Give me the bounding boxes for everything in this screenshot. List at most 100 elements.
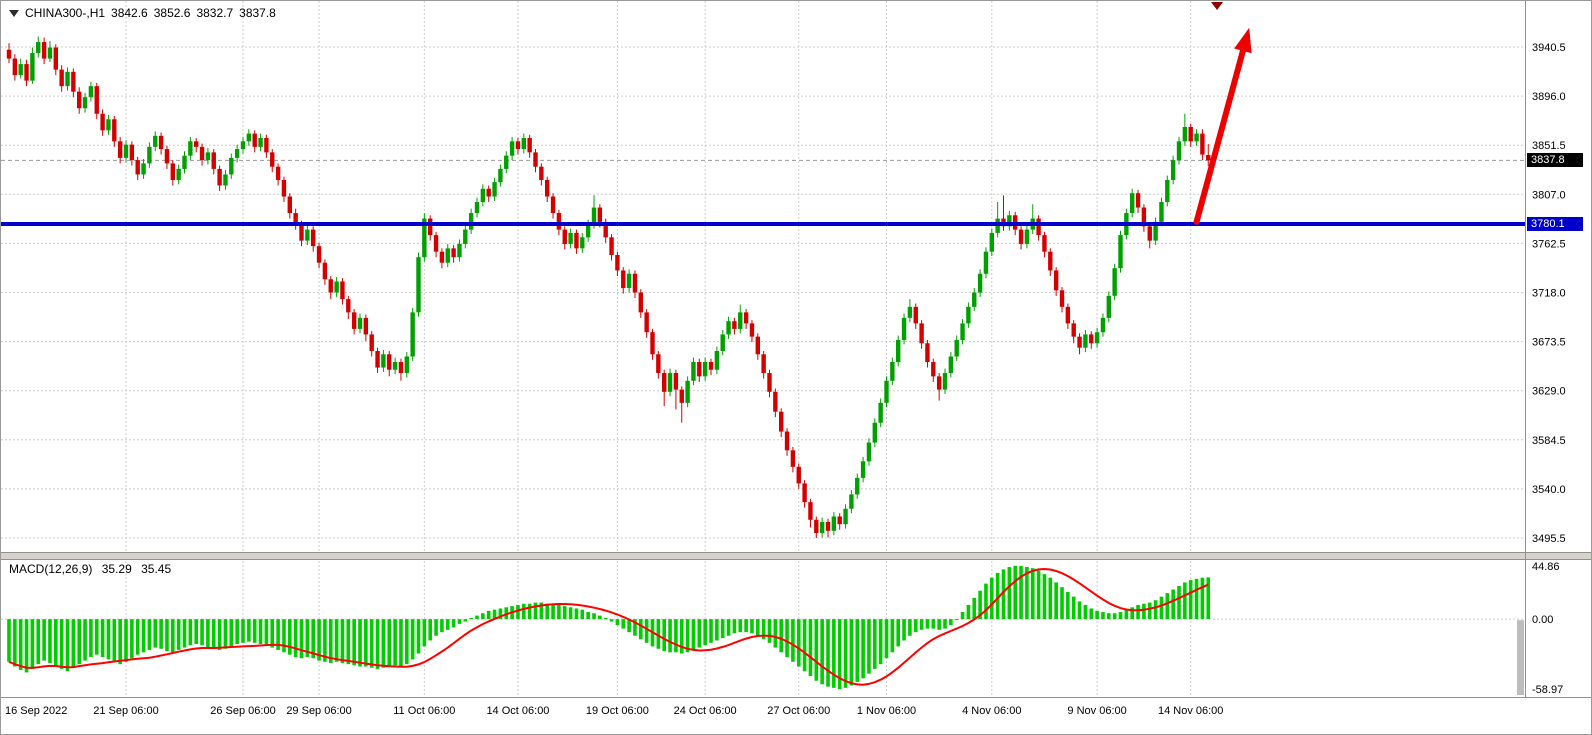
time-marker-icon (1211, 2, 1224, 10)
candle (878, 402, 883, 423)
macd-bar (685, 619, 690, 653)
candle (53, 47, 58, 70)
time-axis-label: 14 Nov 06:00 (1158, 705, 1223, 717)
candle (363, 317, 369, 335)
macd-bar (738, 619, 743, 633)
macd-bar (1095, 610, 1099, 620)
macd-bar (147, 619, 152, 650)
candle (556, 213, 562, 230)
candle (580, 237, 585, 249)
macd-bar (603, 617, 608, 620)
macd-bar (849, 619, 854, 686)
macd-bar (691, 619, 696, 650)
macd-bar (884, 619, 889, 659)
candle (41, 42, 47, 59)
candle (667, 373, 673, 392)
candle (404, 356, 409, 374)
candle (913, 306, 918, 324)
macd-bar (826, 619, 830, 687)
macd-bar (387, 619, 392, 667)
macd-bar (211, 619, 216, 649)
time-axis-label: 16 Sep 2022 (5, 705, 67, 717)
candle (334, 281, 339, 293)
grid (1, 1, 1525, 697)
macd-bar (65, 619, 70, 672)
candle (316, 246, 322, 263)
macd-bar (808, 619, 813, 677)
macd-bar (247, 619, 251, 642)
candle (71, 71, 76, 92)
macd-bar (574, 608, 579, 620)
macd-bar (475, 615, 479, 620)
candle (287, 196, 292, 214)
macd-scrollbar[interactable] (1517, 620, 1524, 695)
candle (597, 207, 603, 222)
macd-bar (1112, 613, 1117, 620)
macd-bar (463, 619, 468, 622)
macd-bar (995, 572, 1000, 620)
candle (1130, 193, 1135, 214)
price-axis-label: 3851.5 (1532, 140, 1566, 152)
price-axis-label: 3495.5 (1532, 533, 1566, 545)
time-axis[interactable]: 16 Sep 2022 21 Sep 06:00 26 Sep 06:00 29 Se… (5, 705, 1223, 717)
macd-bar (498, 608, 503, 620)
macd-bar (568, 607, 573, 620)
macd-bar (1019, 565, 1023, 620)
time-axis-label: 19 Oct 06:00 (586, 705, 649, 717)
trend-arrow[interactable] (1193, 27, 1252, 225)
time-axis-label: 11 Oct 06:00 (393, 705, 455, 717)
macd-bar (89, 619, 93, 658)
price-axis-label: 3718.0 (1532, 288, 1566, 300)
macd-bar (837, 619, 842, 690)
candle (591, 207, 597, 225)
candle (305, 229, 310, 241)
macd-bar (217, 619, 222, 650)
candle (439, 251, 445, 263)
candle (88, 86, 94, 98)
macd-bar (77, 619, 81, 665)
macd-axis-label: 44.86 (1532, 561, 1560, 573)
price-axis[interactable]: 3940.5 3896.0 3851.5 3807.0 3762.5 3718.0 3673… (1532, 42, 1566, 696)
candle (252, 133, 257, 147)
candle (36, 42, 41, 54)
macd-bar (662, 619, 666, 652)
candle (720, 334, 725, 351)
macd-bar (481, 613, 485, 620)
candle (1200, 133, 1205, 155)
candle (12, 58, 18, 76)
macd-bar (972, 597, 977, 620)
candle (217, 168, 222, 186)
macd-bar (94, 619, 99, 655)
candle (1159, 202, 1164, 222)
candle (568, 232, 573, 244)
candle (802, 483, 807, 503)
macd-bar (773, 619, 778, 648)
macd-bar (141, 619, 146, 653)
candle (1188, 126, 1193, 142)
macd-bar (855, 619, 860, 682)
macd-bar (832, 619, 836, 688)
candle (474, 202, 480, 214)
candle (82, 97, 88, 109)
macd-bar (451, 619, 456, 628)
macd-bar (346, 619, 351, 665)
candle (299, 224, 304, 241)
chart-menu-icon[interactable] (9, 9, 19, 17)
macd-bar (516, 604, 520, 620)
candle (1036, 218, 1041, 236)
macd-bar (902, 619, 906, 641)
time-axis-label: 24 Oct 06:00 (674, 705, 737, 717)
candle (545, 179, 550, 197)
panel-separator[interactable] (1, 552, 1591, 560)
candle (866, 442, 872, 462)
current-price-tag: 3837.8 (1527, 153, 1583, 167)
macd-bar (18, 619, 23, 671)
candle (416, 257, 421, 313)
candle (129, 144, 135, 161)
macd-bar (71, 619, 76, 668)
candle (796, 466, 801, 484)
macd-bar (1142, 603, 1146, 620)
candle (954, 339, 959, 357)
macd-bar (235, 619, 239, 645)
